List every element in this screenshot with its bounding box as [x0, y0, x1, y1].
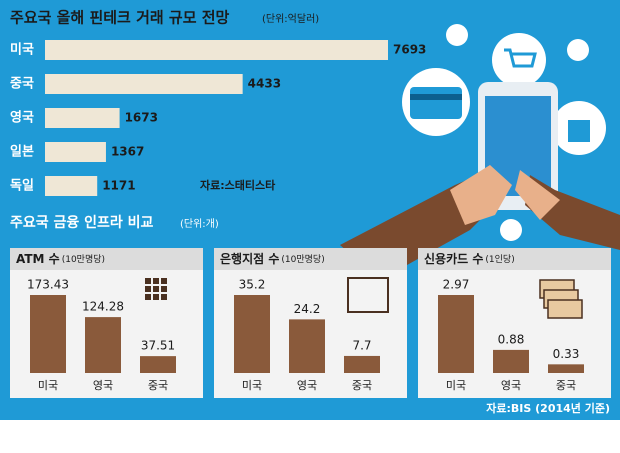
coin — [500, 219, 522, 241]
card-stripe — [410, 94, 462, 100]
panel-header — [10, 248, 203, 270]
value-label: 1367 — [111, 145, 144, 159]
value-label: 1171 — [102, 179, 135, 193]
coin — [567, 39, 589, 61]
value-label: 0.88 — [498, 332, 525, 346]
panel-title: 은행지점 수 (10만명당) — [220, 251, 325, 266]
category-label: 중국 — [10, 77, 34, 92]
card-icon — [547, 299, 583, 319]
keypad-icon — [161, 294, 167, 300]
panel-title: ATM 수 (10만명당) — [16, 252, 105, 266]
unit-label: (단위:억달러) — [262, 12, 319, 25]
value-label: 7693 — [393, 43, 426, 57]
value-label: 37.51 — [141, 339, 175, 353]
chart-title: 주요국 올해 핀테크 거래 규모 전망 — [10, 9, 230, 27]
panel-title-text: 신용카드 수 — [424, 251, 483, 266]
value-label: 1673 — [125, 111, 158, 125]
category-label: 독일 — [10, 179, 34, 194]
panel-title: 신용카드 수 (1인당) — [424, 251, 515, 266]
bar — [30, 295, 66, 373]
value-label: 35.2 — [239, 278, 266, 292]
keypad-icon — [145, 278, 151, 284]
category-label: 미국 — [10, 42, 34, 58]
bar — [344, 355, 380, 373]
keypad-icon — [153, 286, 159, 292]
keypad-icon — [161, 286, 167, 292]
value-label: 0.33 — [553, 347, 580, 361]
value-label: 124.28 — [82, 300, 124, 314]
coin — [446, 24, 468, 46]
bar — [438, 295, 474, 373]
category-label: 영국 — [93, 379, 113, 392]
category-label: 일본 — [10, 145, 34, 160]
icon-bubble — [492, 33, 546, 87]
category-label: 중국 — [148, 379, 168, 392]
bar — [289, 319, 325, 373]
category-label: 미국 — [38, 379, 58, 392]
panel-unit: (10만명당) — [62, 254, 105, 265]
section-title: 주요국 금융 인프라 비교 — [10, 214, 154, 231]
bar — [45, 40, 388, 60]
bar — [45, 176, 98, 196]
card-icon — [410, 87, 462, 119]
panel-header — [214, 248, 407, 270]
panel-unit: (10만명당) — [281, 254, 324, 265]
bar — [140, 356, 176, 373]
category-label: 미국 — [446, 379, 466, 392]
panel-title-text: ATM 수 — [16, 252, 60, 266]
panel-header — [418, 248, 611, 270]
category-label: 미국 — [242, 379, 262, 392]
category-label: 영국 — [501, 379, 521, 392]
category-label: 영국 — [297, 379, 317, 392]
bag-icon — [568, 120, 590, 142]
cart-icon — [504, 48, 537, 68]
source-label: 자료:BIS (2014년 기준) — [486, 401, 610, 415]
footer-background — [0, 420, 620, 453]
category-label: 영국 — [10, 111, 34, 126]
value-label: 7.7 — [352, 338, 371, 352]
bar — [548, 364, 584, 373]
value-label: 173.43 — [27, 278, 69, 292]
panel-unit: (1인당) — [485, 254, 514, 265]
keypad-icon — [145, 294, 151, 300]
bar — [493, 349, 529, 373]
value-label: 2.97 — [443, 278, 470, 292]
category-label: 중국 — [556, 379, 576, 392]
bar — [45, 74, 243, 94]
category-label: 중국 — [352, 379, 372, 392]
bar — [85, 317, 121, 373]
value-label: 24.2 — [294, 302, 321, 316]
bar — [45, 142, 106, 162]
unit-label: (단위:개) — [180, 217, 219, 230]
source-label: 자료:스태티스타 — [200, 178, 276, 192]
bar — [45, 108, 120, 128]
hand — [450, 165, 512, 225]
keypad-icon — [153, 294, 159, 300]
keypad-icon — [161, 278, 167, 284]
keypad-icon — [153, 278, 159, 284]
keypad-icon — [145, 286, 151, 292]
bank-icon — [347, 277, 389, 313]
bar — [234, 295, 270, 373]
value-label: 4433 — [248, 77, 281, 91]
hand — [515, 170, 560, 220]
panel-title-text: 은행지점 수 — [220, 251, 279, 266]
